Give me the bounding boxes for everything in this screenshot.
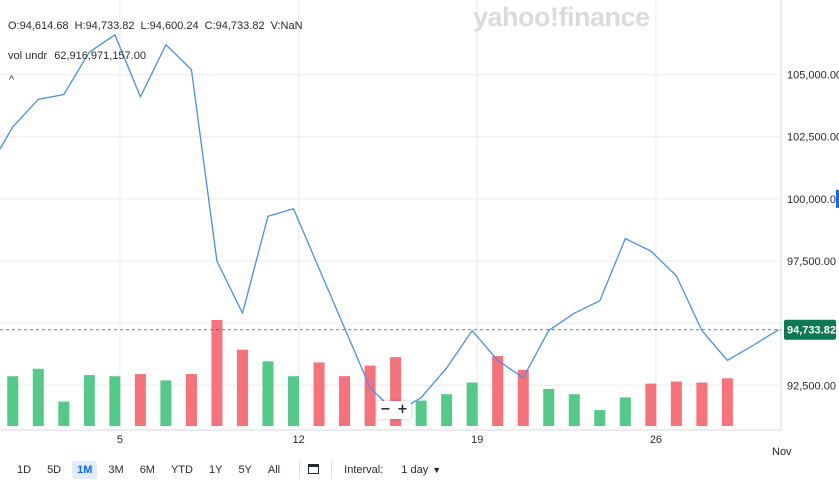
zoom-control: − + <box>377 401 411 419</box>
volume-bar <box>619 397 631 426</box>
range-5y-button[interactable]: 5Y <box>238 464 252 476</box>
x-tick-label: 5 <box>117 434 123 446</box>
volume-indicator-label: vol undr <box>8 50 48 62</box>
ohlc-high: H:94,733.82 <box>74 20 135 32</box>
volume-bar <box>390 357 402 426</box>
last-price-badge <box>784 319 836 340</box>
ohlc-close: C:94,733.82 <box>204 20 265 32</box>
volume-bar <box>568 394 580 426</box>
volume-bars <box>7 320 733 426</box>
volume-bar <box>517 369 529 426</box>
volume-bar <box>134 374 146 426</box>
volume-bar <box>721 378 733 426</box>
volume-bar <box>7 376 19 426</box>
range-selector: 1D 5D 1M 3M 6M YTD 1Y 5Y All <box>0 461 285 479</box>
interval-value: 1 day <box>401 464 429 476</box>
zoom-out-button[interactable]: − <box>377 401 394 419</box>
range-1m-button[interactable]: 1M <box>72 461 98 479</box>
y-tick-label: 100,000.00 <box>787 194 839 206</box>
volume-bar <box>339 376 351 426</box>
volume-bar <box>543 388 555 426</box>
volume-bar <box>58 401 70 426</box>
volume-bar <box>236 349 248 426</box>
range-5d-button[interactable]: 5D <box>47 464 62 476</box>
chart-toolbar: 1D 5D 1M 3M 6M YTD 1Y 5Y All Interval: 1 day ▼ <box>0 458 839 482</box>
volume-bar <box>466 382 478 426</box>
volume-bar <box>670 381 682 426</box>
volume-bar <box>109 376 121 426</box>
x-tick-label: 26 <box>650 434 662 446</box>
volume-bar <box>492 356 504 426</box>
range-ytd-button[interactable]: YTD <box>170 464 193 476</box>
volume-bar <box>160 380 172 426</box>
chevron-down-icon: ▼ <box>432 465 442 475</box>
volume-bar <box>415 400 427 426</box>
ohlc-open: O:94,614.68 <box>8 20 69 32</box>
volume-bar <box>185 374 197 426</box>
ohlc-readout: O:94,614.68 H:94,733.82 L:94,600.24 C:94,73… <box>8 20 309 32</box>
toolbar-divider <box>299 461 301 479</box>
volume-bar <box>594 410 606 426</box>
interval-label: Interval: <box>344 464 384 476</box>
y-tick-label: 97,500.00 <box>787 256 836 268</box>
x-tick-label: 19 <box>471 434 483 446</box>
calendar-icon[interactable] <box>308 463 320 477</box>
volume-bar <box>441 394 453 426</box>
volume-bar <box>645 383 657 426</box>
volume-bar <box>696 382 708 426</box>
collapse-legend-icon[interactable]: ^ <box>9 74 15 86</box>
last-price-label: 94,733.82 <box>787 325 836 337</box>
y-tick-label: 92,500.00 <box>787 380 836 392</box>
range-6m-button[interactable]: 6M <box>139 464 155 476</box>
price-line <box>0 34 779 414</box>
toolbar-divider <box>331 461 333 479</box>
y-tick-label: 102,500.00 <box>787 132 839 144</box>
volume-bar <box>288 376 300 426</box>
volume-indicator-legend[interactable]: vol undr 62,916,971,157.00 <box>8 50 150 62</box>
range-3m-button[interactable]: 3M <box>108 464 124 476</box>
range-all-button[interactable]: All <box>267 464 281 476</box>
ohlc-low: L:94,600.24 <box>140 20 199 32</box>
range-1y-button[interactable]: 1Y <box>208 464 223 476</box>
range-1d-button[interactable]: 1D <box>17 464 32 476</box>
volume-bar <box>32 368 44 426</box>
volume-bar <box>313 362 325 426</box>
x-tick-label: 12 <box>292 434 304 446</box>
interval-dropdown[interactable]: 1 day ▼ <box>401 464 441 476</box>
y-axis-scale-handle[interactable] <box>836 189 839 208</box>
yahoo-finance-watermark: yahoo!finance <box>473 2 650 32</box>
volume-indicator-value: 62,916,971,157.00 <box>54 50 146 62</box>
volume-bar <box>262 361 274 426</box>
chart-grid <box>0 0 782 431</box>
x-axis-month-label: Nov <box>772 446 792 458</box>
x-axis: 5 12 19 26 <box>117 434 662 446</box>
y-axis: 92,500.00 97,500.00 100,000.00 102,500.00 10… <box>787 70 839 392</box>
volume-bar <box>211 320 223 426</box>
y-tick-label: 105,000.00 <box>787 70 839 82</box>
zoom-in-button[interactable]: + <box>394 401 411 419</box>
volume-bar <box>83 375 95 426</box>
volume-bar <box>364 365 376 426</box>
last-price-marker: 94,733.82 <box>0 319 836 340</box>
ohlc-volume: V:NaN <box>270 20 303 32</box>
price-chart[interactable]: 94,733.82 92,500.00 97,500.00 100,000.00 10… <box>0 0 839 452</box>
price-line-group <box>0 34 779 414</box>
